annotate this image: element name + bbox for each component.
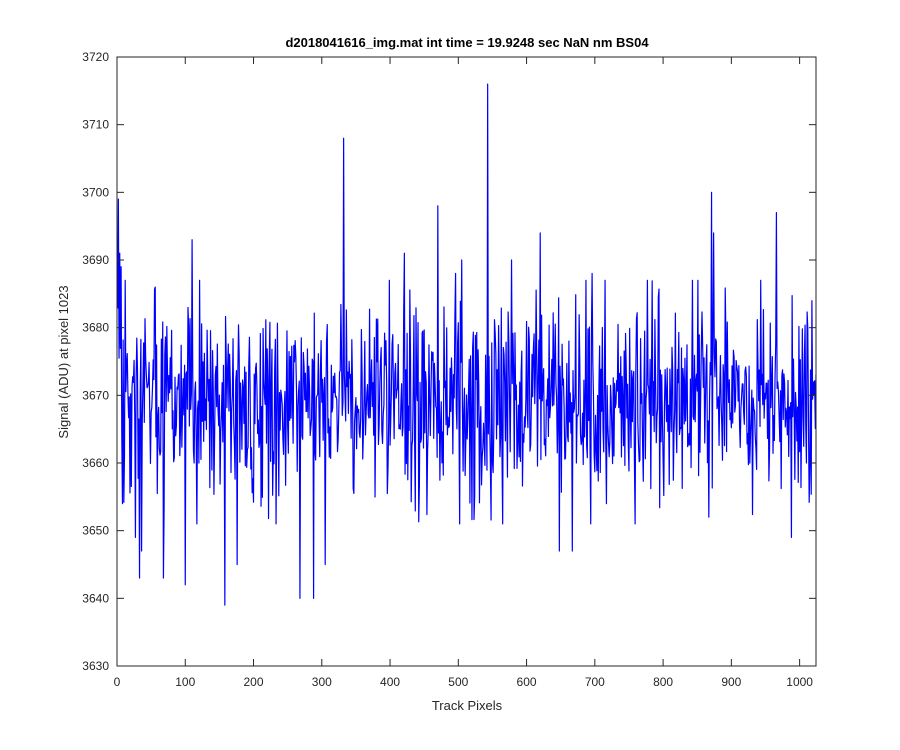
x-tick-label: 200 bbox=[244, 675, 264, 689]
axes-box bbox=[116, 56, 817, 667]
x-tick-label: 100 bbox=[175, 675, 195, 689]
x-tick-label: 900 bbox=[721, 675, 741, 689]
y-tick-label: 3670 bbox=[82, 388, 109, 402]
y-tick-label: 3700 bbox=[82, 185, 109, 199]
series-line-0 bbox=[117, 83, 816, 606]
x-tick-label: 400 bbox=[380, 675, 400, 689]
x-tick-label: 500 bbox=[448, 675, 468, 689]
x-tick-label: 600 bbox=[517, 675, 537, 689]
axes: 0 100 200 300 400 500 600 700 800 900 1000 3630 3640… bbox=[82, 50, 817, 689]
y-axis-label: Signal (ADU) at pixel 1023 bbox=[56, 285, 71, 438]
y-tick-label: 3710 bbox=[82, 118, 109, 132]
y-tick-label: 3720 bbox=[82, 50, 109, 64]
y-tick-label: 3650 bbox=[82, 524, 109, 538]
y-tick-label: 3660 bbox=[82, 456, 109, 470]
y-tick-label: 3680 bbox=[82, 321, 109, 335]
chart-title: d2018041616_img.mat int time = 19.9248 s… bbox=[285, 35, 649, 50]
x-tick-label: 700 bbox=[585, 675, 605, 689]
plot-area bbox=[117, 57, 816, 666]
x-tick-label: 300 bbox=[312, 675, 332, 689]
x-tick-label: 800 bbox=[653, 675, 673, 689]
y-tick-label: 3630 bbox=[82, 659, 109, 673]
y-tick-label: 3690 bbox=[82, 253, 109, 267]
y-tick-label: 3640 bbox=[82, 591, 109, 605]
x-tick-label: 1000 bbox=[786, 675, 813, 689]
x-tick-label: 0 bbox=[114, 675, 121, 689]
x-axis-label: Track Pixels bbox=[432, 698, 503, 713]
